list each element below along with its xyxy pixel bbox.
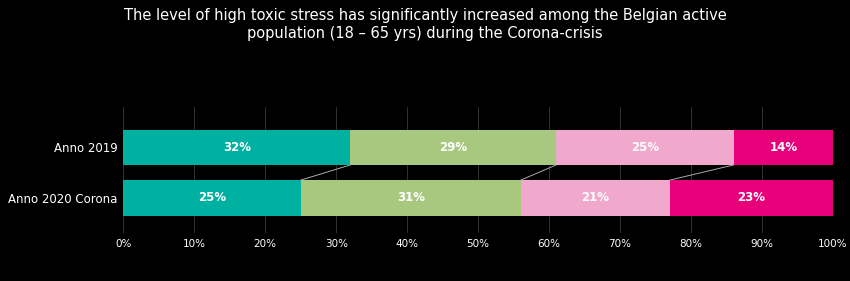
Bar <box>123 180 301 216</box>
Bar <box>350 130 556 165</box>
Bar <box>556 130 734 165</box>
Text: The level of high toxic stress has significantly increased among the Belgian act: The level of high toxic stress has signi… <box>123 8 727 41</box>
Bar <box>670 180 833 216</box>
Text: 29%: 29% <box>439 141 468 154</box>
Text: 25%: 25% <box>631 141 659 154</box>
Text: 23%: 23% <box>738 191 765 204</box>
Bar <box>301 180 521 216</box>
Bar <box>734 130 833 165</box>
Bar <box>123 130 350 165</box>
Bar <box>521 180 670 216</box>
Text: 21%: 21% <box>581 191 609 204</box>
Text: 14%: 14% <box>769 141 797 154</box>
Text: 25%: 25% <box>198 191 226 204</box>
Text: 31%: 31% <box>397 191 425 204</box>
Text: 32%: 32% <box>223 141 251 154</box>
